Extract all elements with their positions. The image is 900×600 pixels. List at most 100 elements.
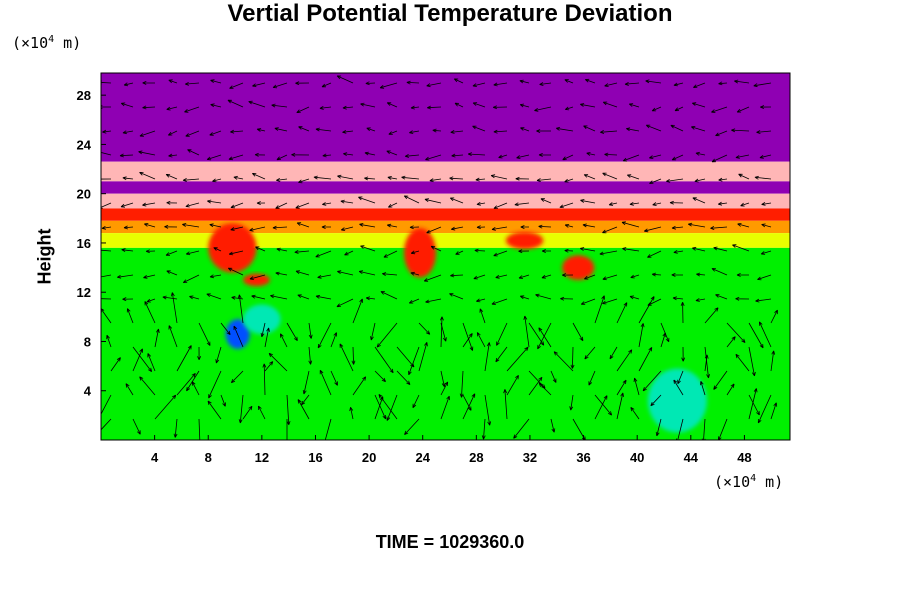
wind-arrow <box>206 154 222 161</box>
wind-arrow <box>761 201 772 206</box>
wind-arrow <box>110 357 121 372</box>
wind-arrow <box>418 342 428 372</box>
wind-arrow <box>541 274 552 279</box>
wind-arrow <box>255 246 266 252</box>
wind-arrow <box>396 370 411 385</box>
wind-arrow <box>185 250 200 256</box>
wind-arrow <box>230 226 244 231</box>
wind-arrow <box>519 103 530 108</box>
wind-arrow <box>570 346 575 369</box>
wind-arrow <box>280 333 288 348</box>
wind-arrow <box>674 106 684 112</box>
wind-arrow <box>462 333 473 348</box>
wind-arrow <box>185 81 200 86</box>
wind-arrow <box>252 82 266 88</box>
wind-arrow <box>454 102 464 108</box>
y-tick-label: 20 <box>77 187 91 202</box>
wind-arrow <box>358 196 376 204</box>
wind-arrow <box>645 124 662 132</box>
wind-arrow <box>513 418 530 439</box>
wind-arrow <box>770 402 778 420</box>
wind-arrow <box>366 127 376 132</box>
wind-arrow <box>735 154 750 159</box>
wind-arrow <box>564 178 574 183</box>
wind-arrow <box>268 352 288 372</box>
wind-arrow <box>120 202 134 208</box>
wind-arrow <box>272 225 288 230</box>
wind-arrow <box>649 178 662 184</box>
wind-arrow <box>562 273 574 277</box>
wind-arrow <box>536 129 551 133</box>
wind-arrow <box>139 172 156 180</box>
wind-arrow <box>642 370 662 392</box>
wind-arrow <box>166 270 178 276</box>
wind-arrow <box>426 226 442 234</box>
wind-arrow <box>336 75 354 84</box>
plot-frame <box>100 72 791 441</box>
wind-arrow <box>272 82 288 89</box>
wind-arrow <box>523 315 530 348</box>
y-tick-label: 28 <box>77 88 91 103</box>
x-tick-label: 4 <box>151 450 159 465</box>
x-axis-unit: (×104 m) <box>714 473 784 491</box>
wind-arrow <box>695 298 706 302</box>
wind-arrow <box>374 370 386 383</box>
wind-arrow <box>711 268 728 276</box>
wind-arrow <box>212 178 222 183</box>
wind-arrow <box>687 222 706 228</box>
wind-arrow <box>602 226 618 234</box>
x-tick-label: 20 <box>362 450 376 465</box>
wind-arrow <box>670 124 684 132</box>
wind-arrow <box>451 153 464 158</box>
wind-arrow <box>168 130 178 136</box>
wind-arrow <box>609 346 618 360</box>
wind-arrow <box>302 370 310 395</box>
wind-arrow <box>455 250 464 255</box>
wind-arrow <box>339 343 354 372</box>
wind-arrow <box>370 322 376 341</box>
wind-arrow <box>340 226 354 231</box>
wind-arrow <box>493 129 508 134</box>
wind-arrow <box>412 394 420 409</box>
wind-arrow <box>692 246 706 252</box>
wind-arrow <box>449 197 464 204</box>
heatmap-feature-1 <box>403 228 437 278</box>
wind-arrow <box>296 222 310 228</box>
wind-arrow <box>495 274 508 279</box>
wind-arrow <box>629 201 640 206</box>
wind-arrow <box>364 176 376 181</box>
wind-arrow <box>540 198 552 204</box>
wind-arrow <box>297 294 310 300</box>
wind-arrow <box>604 82 618 87</box>
wind-arrow <box>599 250 618 256</box>
wind-arrow <box>227 99 244 108</box>
wind-arrow <box>584 78 596 84</box>
wind-arrow <box>429 178 442 183</box>
wind-arrow <box>308 322 313 339</box>
wind-arrow <box>126 308 134 324</box>
wind-arrow <box>638 296 655 324</box>
wind-arrow <box>364 151 376 156</box>
wind-arrow <box>550 370 557 383</box>
wind-arrow <box>736 106 750 113</box>
wind-arrow <box>515 176 530 181</box>
wind-arrow <box>374 346 394 374</box>
wind-arrow <box>449 176 464 181</box>
wind-arrow <box>378 394 398 420</box>
x-tick-label: 44 <box>684 450 699 465</box>
wind-arrow <box>449 293 464 300</box>
wind-arrow <box>275 202 288 209</box>
wind-arrow <box>506 374 519 396</box>
wind-arrow <box>726 322 746 343</box>
wind-arrow <box>476 201 486 206</box>
wind-arrow <box>696 272 706 277</box>
wind-arrow <box>271 103 288 108</box>
wind-arrow <box>119 153 134 158</box>
heatmap-field <box>101 73 790 440</box>
wind-arrow <box>560 296 574 301</box>
wind-arrow <box>472 125 486 132</box>
wind-arrow <box>360 245 376 252</box>
wind-arrow <box>315 250 332 258</box>
wind-arrow <box>496 322 508 346</box>
wind-arrow <box>518 249 530 254</box>
